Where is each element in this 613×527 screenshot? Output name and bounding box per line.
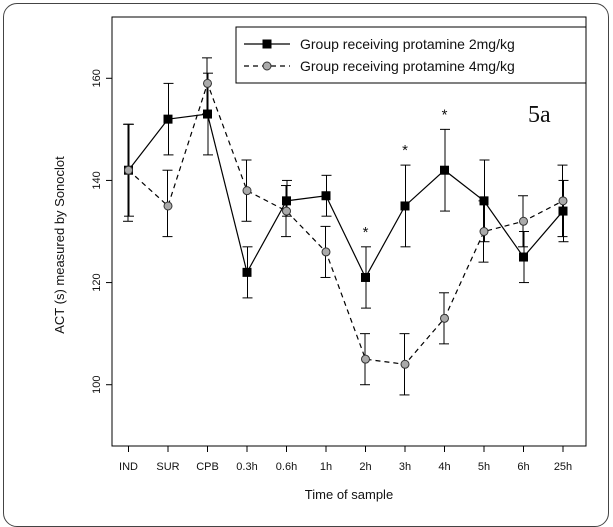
data-point: [163, 114, 173, 124]
data-point: [558, 196, 568, 206]
panel-label: 5a: [528, 102, 551, 128]
data-point: [242, 186, 252, 196]
x-tick-label: 25h: [554, 461, 572, 473]
data-point: [519, 216, 528, 226]
x-tick-label: 2h: [359, 461, 371, 473]
x-tick-label: 6h: [517, 461, 529, 473]
y-tick-label: 100: [91, 376, 103, 394]
x-tick-label: 3h: [399, 461, 411, 473]
legend-marker: [262, 39, 272, 49]
data-point: [203, 109, 212, 119]
y-axis-title: ACT (s) measured by Sonoclot: [52, 156, 67, 334]
legend-label: Group receiving protamine 2mg/kg: [300, 36, 515, 52]
y-tick-label: 140: [91, 171, 103, 189]
legend-label: Group receiving protamine 4mg/kg: [300, 58, 515, 74]
x-tick-label: 5h: [478, 461, 490, 473]
data-point: [163, 201, 173, 211]
series-line-1: [128, 113, 564, 279]
series-layer: * * *: [123, 57, 569, 396]
data-point: [361, 354, 370, 364]
plot-box: [111, 16, 587, 447]
significance-star: *: [402, 142, 408, 159]
x-tick-label: SUR: [156, 461, 179, 473]
error-bars-2: [123, 57, 568, 396]
data-point: [361, 272, 370, 282]
data-point: [321, 191, 331, 201]
legend-marker: [262, 61, 272, 71]
figure-frame: [3, 3, 609, 527]
x-axis-title: Time of sample: [305, 487, 393, 502]
data-point: [321, 247, 331, 257]
data-point: [282, 196, 291, 206]
x-tick-label: 0.6h: [276, 461, 297, 473]
y-tick-label: 160: [91, 69, 103, 87]
data-point: [242, 267, 252, 277]
y-tick-label: 120: [91, 273, 103, 291]
data-point: [400, 359, 410, 369]
act-line-chart: 100 120 140 160 IND SUR CPB 0.3h 0.6h 1h 2h 3h 4h 5h 6…: [52, 16, 587, 502]
x-tick-label: 1h: [320, 461, 332, 473]
data-point: [479, 196, 489, 206]
data-point: [124, 165, 133, 175]
data-point: [479, 227, 489, 236]
series-line-2: [128, 81, 564, 365]
data-point: [440, 165, 449, 175]
axes: 100 120 140 160 IND SUR CPB 0.3h 0.6h 1h 2h 3h 4h 5h 6…: [91, 16, 587, 473]
significance-star: *: [363, 224, 369, 241]
legend-box: [235, 26, 587, 84]
significance-star: *: [442, 106, 448, 123]
data-point: [203, 78, 212, 88]
markers-2: [124, 78, 568, 369]
x-tick-label: IND: [119, 461, 138, 473]
error-bars-1: [124, 72, 569, 309]
data-point: [519, 252, 528, 262]
legend: Group receiving protamine 2mg/kg Group re…: [235, 26, 587, 84]
data-point: [400, 201, 410, 211]
data-point: [440, 313, 449, 323]
x-tick-label: 4h: [438, 461, 450, 473]
data-point: [282, 206, 291, 216]
x-tick-label: 0.3h: [236, 461, 257, 473]
x-tick-label: CPB: [196, 461, 219, 473]
data-point: [558, 206, 568, 216]
